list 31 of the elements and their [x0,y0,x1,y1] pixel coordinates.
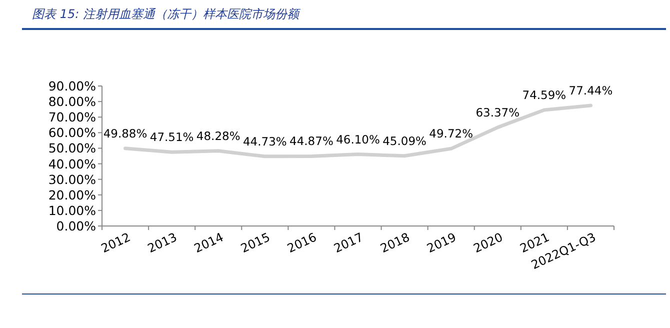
data-label: 48.28% [196,128,240,143]
y-tick-label: 90.00% [48,78,96,94]
y-tick-label: 30.00% [48,172,96,187]
x-tick-label: 2020 [471,230,505,256]
x-tick-label: 2019 [424,230,458,256]
y-tick-label: 70.00% [48,110,96,125]
y-tick-label: 50.00% [48,140,96,156]
data-label: 49.88% [103,126,148,140]
y-tick-label: 20.00% [48,187,96,202]
data-label: 46.10% [336,132,380,146]
y-tick-label: 60.00% [48,125,96,140]
y-tick-label: 0.00% [56,218,96,234]
x-tick-label: 2018 [378,230,412,256]
x-tick-label: 2014 [192,230,226,256]
data-label: 63.37% [476,105,520,120]
data-label: 47.51% [150,130,194,144]
data-label: 49.72% [429,126,474,141]
data-label: 74.59% [522,88,566,102]
x-tick-label: 2016 [285,230,319,256]
x-tick-label: 2015 [238,230,272,256]
data-label: 44.73% [242,134,287,148]
y-tick-label: 40.00% [48,156,96,172]
x-tick-label: 2017 [332,230,366,256]
data-label: 45.09% [382,134,427,148]
chart-title: 图表 15: 注射用血塞通（冻干）样本医院市场份额 [32,7,301,21]
data-label: 77.44% [568,84,613,98]
x-tick-label: 2013 [145,230,180,256]
y-tick-label: 10.00% [48,202,96,218]
x-tick-label: 2012 [98,230,133,256]
y-tick-label: 80.00% [48,94,96,110]
data-label: 44.87% [290,134,334,148]
